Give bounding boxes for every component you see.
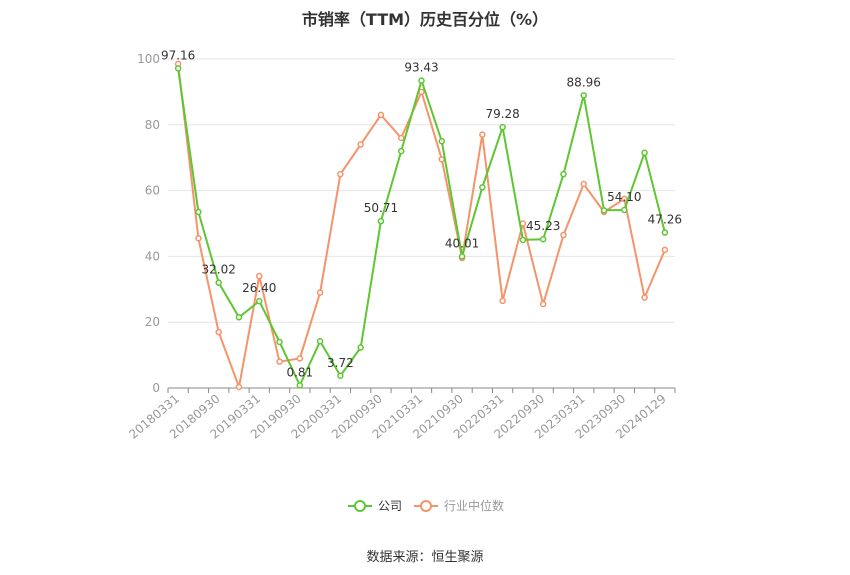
industry-data-point bbox=[397, 134, 405, 142]
industry-data-point bbox=[377, 111, 385, 119]
data-label: 26.40 bbox=[242, 281, 276, 295]
line-chart: 0204060801002018033120180930201903312019… bbox=[126, 48, 682, 513]
legend-industry-label: 行业中位数 bbox=[444, 498, 504, 513]
data-label: 3.72 bbox=[327, 356, 354, 370]
company-data-point bbox=[337, 372, 344, 380]
data-label: 88.96 bbox=[567, 75, 601, 89]
legend-industry-swatch bbox=[420, 500, 432, 512]
company-data-point bbox=[397, 147, 405, 155]
company-data-point bbox=[458, 253, 466, 260]
company-data-point bbox=[641, 149, 648, 157]
industry-data-point bbox=[661, 246, 669, 254]
y-tick-label: 80 bbox=[145, 118, 160, 132]
industry-data-point bbox=[337, 170, 344, 178]
data-label: 32.02 bbox=[202, 263, 236, 277]
company-data-point bbox=[539, 235, 547, 243]
industry-data-point bbox=[296, 355, 304, 362]
data-label: 47.26 bbox=[648, 213, 682, 227]
company-data-point bbox=[235, 314, 243, 321]
company-data-point bbox=[519, 236, 527, 244]
data-label: 40.01 bbox=[445, 236, 479, 250]
company-data-point bbox=[377, 217, 385, 225]
y-tick-label: 0 bbox=[152, 381, 160, 395]
company-data-point bbox=[418, 77, 425, 84]
data-label: 0.81 bbox=[286, 365, 313, 379]
industry-data-point bbox=[235, 383, 243, 391]
industry-data-point bbox=[499, 297, 506, 305]
industry-data-point bbox=[215, 328, 222, 336]
chart-source: 数据来源：恒生聚源 bbox=[366, 550, 484, 565]
industry-data-point bbox=[621, 195, 628, 203]
data-label: 54.10 bbox=[607, 190, 641, 204]
industry-series-line bbox=[177, 63, 666, 388]
company-data-point bbox=[195, 208, 202, 216]
company-data-point bbox=[479, 184, 486, 191]
legend-company-label: 公司 bbox=[378, 499, 402, 513]
y-tick-label: 100 bbox=[137, 52, 160, 66]
company-data-point bbox=[661, 229, 669, 236]
y-tick-label: 60 bbox=[145, 184, 160, 198]
industry-data-point bbox=[438, 156, 446, 163]
data-label: 45.23 bbox=[526, 219, 560, 233]
industry-data-point bbox=[641, 294, 648, 301]
data-label: 50.71 bbox=[364, 201, 398, 215]
company-data-point bbox=[560, 170, 567, 178]
company-data-point bbox=[357, 344, 364, 351]
company-data-point bbox=[316, 338, 324, 345]
industry-data-point bbox=[539, 300, 547, 308]
data-label: 79.28 bbox=[485, 107, 519, 121]
company-series-line bbox=[177, 68, 666, 387]
legend-company-swatch bbox=[354, 500, 366, 512]
industry-data-point bbox=[316, 289, 324, 296]
company-data-point bbox=[580, 92, 587, 99]
company-data-point bbox=[256, 297, 263, 305]
company-data-point bbox=[438, 138, 446, 145]
company-data-point bbox=[499, 123, 506, 131]
company-data-point bbox=[296, 382, 304, 389]
company-data-point bbox=[621, 206, 628, 214]
company-data-point bbox=[215, 279, 222, 286]
industry-data-point bbox=[560, 231, 567, 239]
company-data-point bbox=[174, 65, 182, 72]
industry-data-point bbox=[479, 131, 486, 138]
industry-data-point bbox=[580, 180, 587, 188]
industry-data-point bbox=[357, 141, 364, 148]
data-label: 93.43 bbox=[404, 61, 438, 75]
company-data-point bbox=[600, 207, 608, 214]
industry-data-point bbox=[195, 235, 202, 242]
company-data-point bbox=[276, 338, 283, 346]
y-tick-label: 40 bbox=[145, 249, 160, 263]
industry-data-point bbox=[276, 358, 283, 365]
data-label: 97.16 bbox=[161, 48, 195, 62]
y-tick-label: 20 bbox=[145, 315, 160, 329]
industry-data-point bbox=[256, 272, 263, 280]
chart-title: 市销率（TTM）历史百分位（%） bbox=[301, 10, 549, 29]
